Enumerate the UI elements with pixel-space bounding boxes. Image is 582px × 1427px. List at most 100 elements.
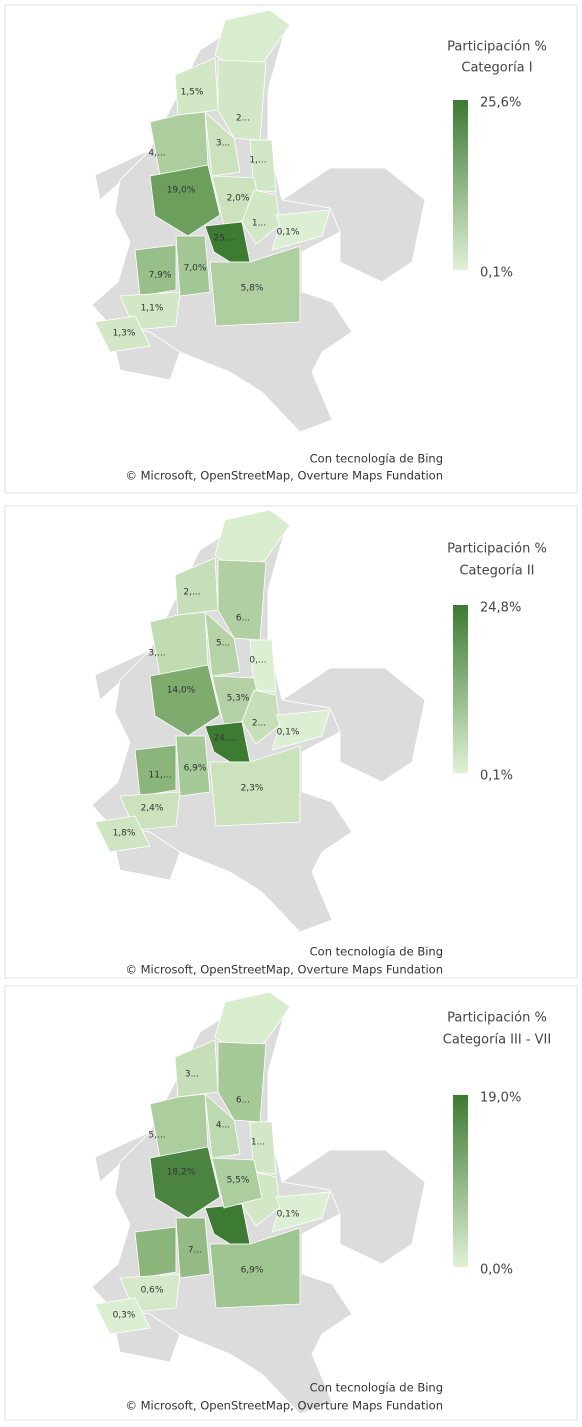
region: [217, 559, 267, 641]
region: [149, 164, 221, 237]
legend-max: 25,6%: [480, 96, 521, 111]
region-label: 7,9%: [149, 271, 172, 281]
legend-gradient: [453, 605, 468, 773]
region: [241, 189, 281, 245]
region-label: 1...: [251, 1138, 265, 1148]
region-label: 14,0%: [167, 686, 196, 696]
region: [94, 815, 151, 853]
region: [209, 1227, 301, 1309]
region: [175, 235, 211, 297]
region: [214, 9, 291, 73]
region-label: 5,3%: [227, 694, 250, 704]
region-label: 0,3%: [113, 1311, 136, 1321]
region-label: 0,6%: [141, 1286, 164, 1296]
region: [209, 245, 301, 327]
region-label: 3...: [216, 139, 230, 149]
credit: Con tecnología de Bing: [310, 1381, 443, 1395]
credit: © Microsoft, OpenStreetMap, Overture Map…: [125, 963, 443, 977]
region-label: 0,1%: [277, 728, 300, 738]
legend-max: 24,8%: [480, 601, 521, 616]
region-label: 2...: [252, 719, 266, 729]
region: [271, 209, 331, 251]
legend-gradient: [453, 100, 468, 270]
region: [214, 991, 291, 1055]
region: [271, 1191, 331, 1233]
region-label: 6,9%: [241, 1266, 264, 1276]
legend-min: 0,1%: [480, 769, 513, 784]
legend-min: 0,0%: [480, 1263, 513, 1278]
credit: © Microsoft, OpenStreetMap, Overture Map…: [125, 469, 443, 483]
region-label: 18,2%: [167, 1168, 196, 1178]
credit: © Microsoft, OpenStreetMap, Overture Map…: [125, 1399, 443, 1413]
region: [204, 111, 241, 177]
legend-min: 0,1%: [480, 266, 513, 281]
legend-title: Categoría I: [461, 61, 532, 76]
region: [149, 1146, 221, 1219]
region-label: 6...: [236, 614, 250, 624]
region-label: 7...: [188, 1246, 202, 1256]
region-label: 0,...: [249, 656, 266, 666]
region: [214, 509, 291, 573]
region: [149, 111, 209, 177]
region-label: 6...: [236, 1096, 250, 1106]
region: [149, 1093, 209, 1159]
region: [175, 1217, 211, 1279]
region-label: 0,1%: [277, 228, 300, 238]
region-label: 1,...: [249, 156, 266, 166]
region: [217, 1041, 267, 1123]
region: [211, 1157, 263, 1209]
region: [204, 1093, 241, 1159]
region-label: 1...: [252, 219, 266, 229]
region-label: 25,...: [214, 234, 237, 244]
region-label: 5,5%: [227, 1176, 250, 1186]
region-label: 1,5%: [181, 88, 204, 98]
region: [94, 315, 151, 353]
region-label: 1,1%: [141, 304, 164, 314]
legend-title: Categoría III - VII: [443, 1033, 551, 1048]
region-label: 4...: [216, 1121, 230, 1131]
region-label: 11,...: [149, 771, 172, 781]
region-label: 1,8%: [113, 829, 136, 839]
region: [149, 664, 221, 737]
region-label: 5...: [216, 639, 230, 649]
region-label: 24,...: [214, 734, 237, 744]
region-label: 6,9%: [184, 764, 207, 774]
region-label: 3...: [185, 1070, 199, 1080]
region: [209, 745, 301, 827]
region-label: 5,...: [148, 1131, 165, 1141]
region-label: 0,1%: [277, 1210, 300, 1220]
region-label: 5,8%: [241, 284, 264, 294]
region-label: 19,0%: [167, 186, 196, 196]
legend-gradient: [453, 1095, 468, 1267]
region: [134, 244, 177, 297]
region-label: 3,...: [148, 649, 165, 659]
credit: Con tecnología de Bing: [310, 452, 443, 466]
region-label: 2...: [236, 114, 250, 124]
region-label: 2,3%: [241, 784, 264, 794]
region: [217, 59, 267, 141]
legend-title: Participación %: [447, 542, 547, 557]
region: [149, 611, 209, 677]
region-label: 7,0%: [184, 264, 207, 274]
credit: Con tecnología de Bing: [310, 945, 443, 959]
region-label: 2,4%: [141, 804, 164, 814]
legend-title: Participación %: [447, 40, 547, 55]
legend-title: Categoría II: [459, 564, 534, 579]
region-label: 2,0%: [227, 194, 250, 204]
region: [134, 1226, 177, 1279]
legend-title: Participación %: [447, 1011, 547, 1026]
legend-max: 19,0%: [480, 1091, 521, 1106]
region: [271, 709, 331, 751]
region: [249, 1121, 277, 1175]
region: [94, 1297, 151, 1335]
region: [241, 689, 281, 745]
region-label: 2,...: [183, 588, 200, 598]
region: [204, 611, 241, 677]
region-label: 4,...: [148, 149, 165, 159]
region: [175, 735, 211, 797]
region: [249, 139, 277, 193]
region: [134, 744, 177, 797]
region-label: 1,3%: [113, 329, 136, 339]
region: [249, 639, 277, 693]
